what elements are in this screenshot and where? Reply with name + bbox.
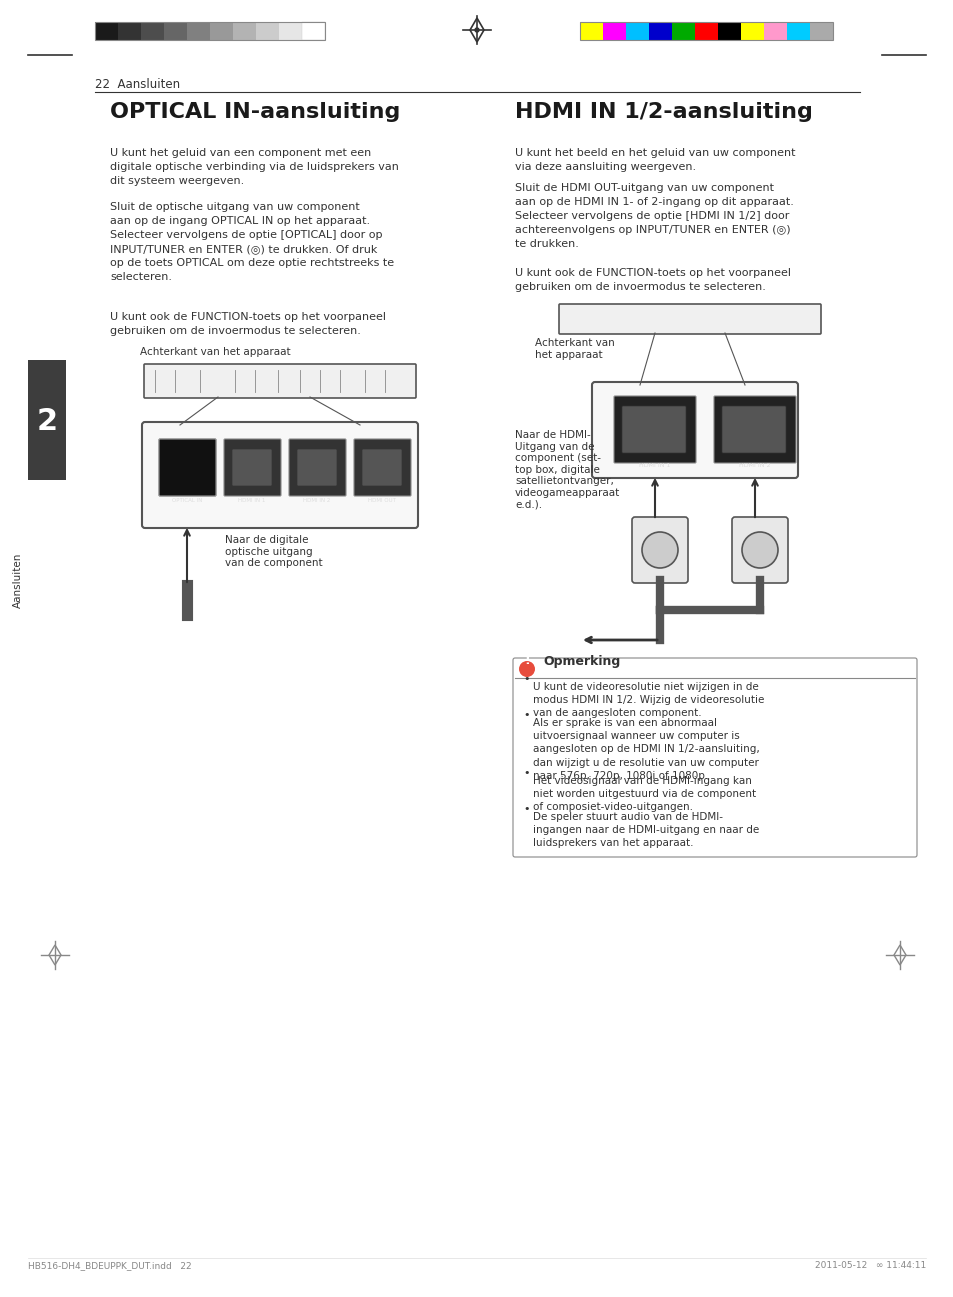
FancyBboxPatch shape	[159, 438, 215, 495]
Bar	[809, 22, 832, 40]
Bar	[233, 22, 255, 40]
Bar	[602, 22, 625, 40]
Circle shape	[641, 532, 678, 568]
Bar	[95, 22, 118, 40]
Text: Opmerking: Opmerking	[542, 655, 619, 668]
Text: Sluit de HDMI OUT-uitgang van uw component
aan op de HDMI IN 1- of 2-ingang op d: Sluit de HDMI OUT-uitgang van uw compone…	[515, 183, 793, 249]
Text: HDMI IN 1/2-aansluiting: HDMI IN 1/2-aansluiting	[515, 102, 812, 122]
FancyBboxPatch shape	[558, 303, 821, 335]
FancyBboxPatch shape	[224, 438, 281, 495]
Text: Naar de HDMI-
Uitgang van de
component (set-
top box, digitale
satellietontvange: Naar de HDMI- Uitgang van de component (…	[515, 431, 619, 510]
Polygon shape	[893, 946, 905, 965]
Bar	[579, 22, 602, 40]
Text: 2011-05-12   ∞ 11:44:11: 2011-05-12 ∞ 11:44:11	[814, 1261, 925, 1270]
Bar	[210, 22, 233, 40]
FancyBboxPatch shape	[232, 449, 272, 486]
Text: !: !	[523, 654, 529, 667]
Text: Achterkant van het apparaat: Achterkant van het apparaat	[139, 348, 290, 357]
Text: Sluit de optische uitgang van uw component
aan op de ingang OPTICAL IN op het ap: Sluit de optische uitgang van uw compone…	[110, 202, 394, 281]
FancyBboxPatch shape	[142, 422, 417, 528]
Text: •: •	[522, 674, 529, 684]
FancyBboxPatch shape	[721, 406, 785, 453]
Bar	[187, 22, 210, 40]
Text: HDMI IN 1: HDMI IN 1	[238, 498, 265, 503]
Text: Het videosignaal van de HDMI-ingang kan
niet worden uitgestuurd via de component: Het videosignaal van de HDMI-ingang kan …	[533, 776, 756, 812]
FancyBboxPatch shape	[513, 658, 916, 857]
Text: HB516-DH4_BDEUPPK_DUT.indd   22: HB516-DH4_BDEUPPK_DUT.indd 22	[28, 1261, 192, 1270]
FancyBboxPatch shape	[621, 406, 685, 453]
Bar	[95, 22, 325, 40]
Bar	[718, 22, 740, 40]
FancyBboxPatch shape	[167, 449, 207, 486]
Text: •: •	[522, 768, 529, 778]
Bar	[118, 22, 141, 40]
Bar	[164, 22, 187, 40]
Text: U kunt het beeld en het geluid van uw component
via deze aansluiting weergeven.: U kunt het beeld en het geluid van uw co…	[515, 148, 795, 173]
Text: HDMI IN 2: HDMI IN 2	[303, 498, 331, 503]
Polygon shape	[470, 18, 483, 42]
Bar	[302, 22, 325, 40]
Text: U kunt ook de FUNCTION-toets op het voorpaneel
gebruiken om de invoermodus te se: U kunt ook de FUNCTION-toets op het voor…	[110, 313, 386, 336]
Bar	[648, 22, 671, 40]
Text: Naar de digitale
optische uitgang
van de component: Naar de digitale optische uitgang van de…	[225, 534, 322, 568]
Circle shape	[518, 661, 535, 677]
Bar	[579, 22, 832, 40]
Text: HDMI IN 1: HDMI IN 1	[639, 463, 670, 468]
FancyBboxPatch shape	[289, 438, 346, 495]
Text: 2: 2	[36, 407, 57, 436]
FancyBboxPatch shape	[361, 449, 401, 486]
Text: OPTICAL IN: OPTICAL IN	[172, 498, 202, 503]
Text: HDMI OUT: HDMI OUT	[368, 498, 395, 503]
FancyBboxPatch shape	[354, 438, 411, 495]
FancyBboxPatch shape	[731, 518, 787, 582]
Polygon shape	[49, 946, 61, 965]
Bar	[763, 22, 786, 40]
Bar	[740, 22, 763, 40]
Circle shape	[475, 29, 478, 32]
Text: Achterkant van
het apparaat: Achterkant van het apparaat	[535, 339, 614, 359]
Text: Als er sprake is van een abnormaal
uitvoersignaal wanneer uw computer is
aangesl: Als er sprake is van een abnormaal uitvo…	[533, 719, 759, 781]
Bar	[278, 22, 302, 40]
FancyBboxPatch shape	[592, 383, 797, 479]
FancyBboxPatch shape	[296, 449, 336, 486]
Text: 22  Aansluiten: 22 Aansluiten	[95, 78, 180, 91]
Bar	[695, 22, 718, 40]
Bar	[28, 361, 66, 480]
Circle shape	[741, 532, 778, 568]
FancyBboxPatch shape	[631, 518, 687, 582]
Bar	[141, 22, 164, 40]
Text: De speler stuurt audio van de HDMI-
ingangen naar de HDMI-uitgang en naar de
lui: De speler stuurt audio van de HDMI- inga…	[533, 812, 759, 848]
Text: •: •	[522, 709, 529, 720]
Text: HDMI IN 2: HDMI IN 2	[739, 463, 770, 468]
FancyBboxPatch shape	[159, 438, 215, 495]
Text: U kunt de videoresolutie niet wijzigen in de
modus HDMI IN 1/2. Wijzig de videor: U kunt de videoresolutie niet wijzigen i…	[533, 682, 763, 719]
Text: U kunt het geluid van een component met een
digitale optische verbinding via de : U kunt het geluid van een component met …	[110, 148, 398, 185]
FancyBboxPatch shape	[614, 396, 696, 463]
FancyBboxPatch shape	[713, 396, 795, 463]
Bar	[255, 22, 278, 40]
Bar	[671, 22, 695, 40]
Text: OPTICAL IN-aansluiting: OPTICAL IN-aansluiting	[110, 102, 400, 122]
Text: Aansluiten: Aansluiten	[13, 553, 23, 608]
FancyBboxPatch shape	[144, 364, 416, 398]
Text: U kunt ook de FUNCTION-toets op het voorpaneel
gebruiken om de invoermodus te se: U kunt ook de FUNCTION-toets op het voor…	[515, 268, 790, 292]
Bar	[625, 22, 648, 40]
Bar	[786, 22, 809, 40]
Text: •: •	[522, 804, 529, 815]
